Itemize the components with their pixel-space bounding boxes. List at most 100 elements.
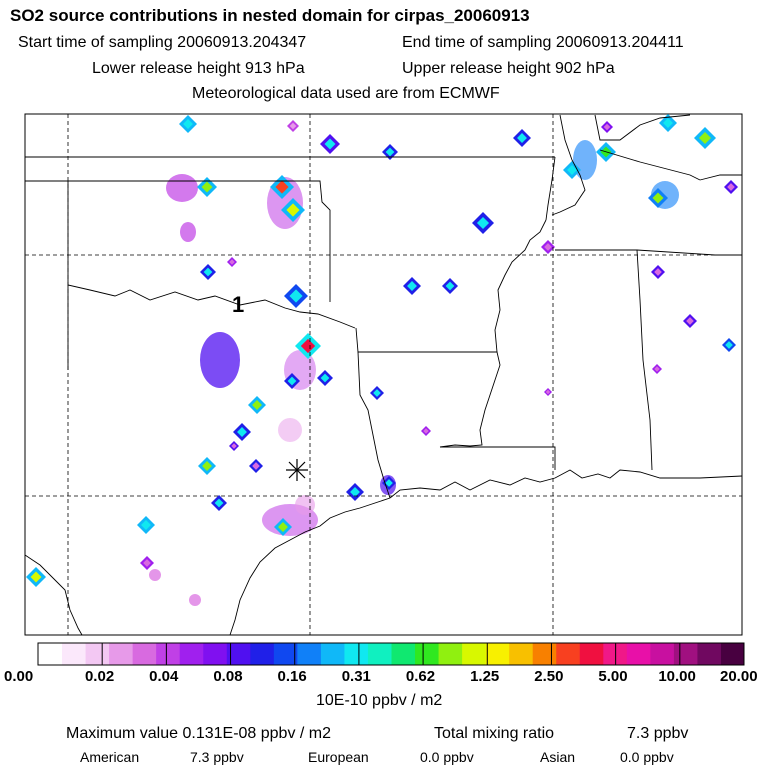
max-value-label: Maximum value 0.131E-08 ppbv / m2 <box>66 725 332 742</box>
source-cell-core <box>143 559 151 567</box>
colorbar-swatch <box>626 643 651 665</box>
louisiana-mississippi-border <box>440 446 556 470</box>
latlon-grid <box>25 114 742 635</box>
source-cell-core <box>300 338 316 354</box>
source-cell-core <box>603 123 611 131</box>
trajectory-marker-label: 1 <box>232 292 244 317</box>
colorbar-tick-label: 0.62 <box>405 668 436 685</box>
source-cell-core <box>652 192 664 204</box>
source-cell-core <box>350 487 360 497</box>
source-cell-core <box>654 268 662 276</box>
source-cell-core <box>287 376 297 386</box>
source-cell-core <box>202 461 212 471</box>
plume-blob <box>295 495 315 515</box>
colorbar-tick-label: 0.31 <box>341 668 371 685</box>
source-cell-core <box>201 181 213 193</box>
american-value: 7.3 ppbv <box>190 749 244 765</box>
plume-blob <box>180 222 196 242</box>
source-cell-core <box>252 400 262 410</box>
colorbar-swatch <box>367 643 392 665</box>
source-cell-core <box>727 183 735 191</box>
source-cell-core <box>289 289 303 303</box>
source-cell-core <box>725 341 733 349</box>
total-mixing-value: 7.3 ppbv <box>627 725 689 742</box>
colorbar-tick-label: 0.04 <box>149 668 179 685</box>
asian-value: 0.0 ppbv <box>620 749 674 765</box>
asian-label: Asian <box>540 749 576 765</box>
colorbar-swatch <box>226 643 251 665</box>
source-cell-core <box>231 443 237 449</box>
plume-blob <box>200 332 240 388</box>
colorbar-swatch <box>555 643 580 665</box>
source-cell-core <box>214 498 224 508</box>
colorbar-swatch <box>438 643 463 665</box>
colorbar-swatch <box>485 643 510 665</box>
colorbar-swatch <box>296 643 321 665</box>
kentucky-south-border <box>599 149 701 181</box>
colorbar-tick-label: 10.00 <box>658 668 696 685</box>
colorbar-swatch <box>155 643 180 665</box>
colorbar-swatch <box>579 643 604 665</box>
colorbar-swatch <box>38 643 63 665</box>
source-cell-core <box>324 138 336 150</box>
map-frame <box>24 113 743 636</box>
receptor-asterisk-icon <box>286 459 308 481</box>
colorbar-swatch <box>85 643 110 665</box>
start-time-label: Start time of sampling 20060913.204347 <box>18 34 307 51</box>
colorbar-swatch <box>649 643 674 665</box>
red-river-border <box>67 181 356 329</box>
gulf-coast-east <box>389 469 742 499</box>
source-cell-core <box>698 131 712 145</box>
colorbar-swatch <box>673 643 698 665</box>
chart-title: SO2 source contributions in nested domai… <box>10 6 530 25</box>
european-label: European <box>308 749 369 765</box>
source-cell-core <box>517 133 527 143</box>
colorbar-tick-label: 20.00 <box>720 668 758 685</box>
source-cell-core <box>686 317 694 325</box>
oklahoma-border <box>25 180 331 302</box>
colorbar-swatch <box>61 643 86 665</box>
source-cell-core <box>445 281 455 291</box>
mississippi-alabama-border <box>555 249 653 471</box>
source-cell-core <box>545 389 551 395</box>
texas-gulf-coast <box>229 497 391 635</box>
american-label: American <box>80 749 140 765</box>
source-cell-core <box>237 427 247 437</box>
colorbar-swatch <box>108 643 133 665</box>
colorbar-swatch <box>602 643 627 665</box>
colorbar-unit-label: 10E-10 ppbv / m2 <box>316 692 443 709</box>
source-cell-core <box>275 180 289 194</box>
colorbar-swatch <box>391 643 416 665</box>
source-cell-core <box>385 479 393 487</box>
source-cell-core <box>567 165 577 175</box>
plume-blob <box>278 418 302 442</box>
source-cell-core <box>286 203 300 217</box>
colorbar-swatch <box>414 643 439 665</box>
source-cell-core <box>385 147 395 157</box>
texas-louisiana-border <box>357 351 391 499</box>
source-cell-core <box>289 122 297 130</box>
mississippi-river-border <box>439 219 547 448</box>
illinois-border <box>551 114 586 216</box>
source-cell-core <box>320 373 330 383</box>
source-cell-core <box>423 428 429 434</box>
colorbar-swatch <box>532 643 557 665</box>
colorbar-swatch <box>720 643 745 665</box>
source-cell-core <box>544 243 552 251</box>
colorbar-swatch <box>320 643 345 665</box>
colorbar-swatch <box>343 643 368 665</box>
colorbar-tick-label: 5.00 <box>598 668 628 685</box>
source-cell-core <box>278 522 288 532</box>
state-borders <box>25 114 742 635</box>
colorbar-tick-label: 1.25 <box>470 668 500 685</box>
source-cell-core <box>663 118 673 128</box>
met-data-label: Meteorological data used are from ECMWF <box>192 85 500 102</box>
total-mixing-label: Total mixing ratio <box>434 725 555 742</box>
colorbar-swatch <box>461 643 486 665</box>
colorbar-tick-label: 0.00 <box>4 668 34 685</box>
colorbar-tick-label: 0.16 <box>277 668 307 685</box>
colorbar-swatch <box>202 643 227 665</box>
plume-blob <box>149 569 161 581</box>
ohio-river-border <box>594 114 691 141</box>
